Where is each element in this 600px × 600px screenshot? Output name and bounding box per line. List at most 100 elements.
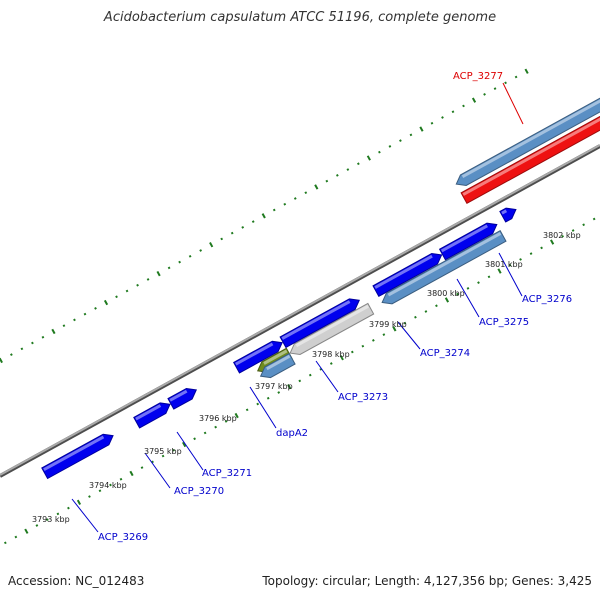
tick-inner — [414, 315, 417, 319]
tick-outer — [20, 347, 24, 351]
leader-ACP_3277 — [502, 82, 524, 125]
tick-outer — [251, 220, 255, 223]
tick-inner — [592, 217, 596, 221]
tick-outer — [283, 202, 287, 206]
gene-ACP_3273 — [289, 302, 375, 355]
kbp-label: 3793 kbp — [32, 515, 70, 524]
tick-inner — [466, 287, 470, 290]
tick-outer — [314, 184, 319, 190]
tick-outer — [357, 162, 360, 166]
tick-outer — [73, 318, 76, 322]
tick-inner — [109, 483, 112, 487]
tick-outer — [41, 335, 45, 339]
tick-inner — [67, 506, 70, 510]
tick-inner — [361, 344, 365, 348]
tick-outer — [514, 75, 518, 79]
gene-ACP_3271-highlight — [169, 389, 188, 402]
tick-outer — [115, 295, 118, 299]
gene-ACP_3277 — [460, 90, 600, 205]
tick-inner — [497, 268, 502, 274]
gene-ACP_3271 — [167, 387, 198, 410]
tick-outer — [471, 97, 477, 103]
tick-inner — [151, 460, 154, 464]
gene-label-ACP_3270: ACP_3270 — [174, 486, 224, 497]
tick-inner — [129, 470, 134, 477]
tick-outer — [136, 283, 139, 287]
label-leaders — [71, 82, 524, 533]
tick-inner — [477, 281, 480, 284]
gene-label-ACP_3273: ACP_3273 — [338, 392, 388, 403]
tick-outer — [241, 226, 245, 229]
gene-ACP_3274-body — [372, 253, 443, 298]
gene-ACP_3270-body — [133, 402, 171, 429]
backbone — [0, 144, 600, 476]
tick-outer — [409, 133, 413, 137]
tick-inner — [392, 326, 397, 332]
tick-inner — [435, 304, 438, 308]
tick-inner — [182, 441, 187, 448]
tick-outer — [378, 150, 381, 154]
tick-inner — [287, 384, 292, 390]
gene-ACP_3273-highlight — [295, 304, 369, 347]
tick-outer — [0, 357, 3, 364]
leader-ACP_3273 — [315, 360, 339, 393]
tick-outer — [178, 260, 181, 264]
tick-inner — [540, 246, 543, 250]
tick-inner — [529, 252, 533, 256]
tick-outer — [125, 289, 129, 293]
gene-ACP_3269-body — [41, 433, 114, 480]
tick-outer — [388, 145, 392, 148]
tick-inner — [329, 362, 333, 365]
kbp-label: 3797 kbp — [255, 382, 293, 391]
tick-inner — [371, 339, 375, 342]
gene-label-ACP_3277: ACP_3277 — [453, 71, 503, 82]
gene-dapA2-highlight — [263, 349, 288, 365]
tick-outer — [483, 93, 486, 96]
gene-label-dapA2: dapA2 — [276, 428, 308, 439]
tick-outer — [441, 116, 444, 119]
tick-inner — [298, 379, 302, 383]
tick-inner — [35, 524, 39, 527]
accession-label: Accession: NC_012483 — [8, 574, 145, 588]
tick-outer — [419, 126, 424, 132]
gene-label-ACP_3274: ACP_3274 — [420, 348, 470, 359]
gene-ACP_3269 — [41, 433, 114, 480]
tick-inner — [319, 367, 323, 371]
tick-inner — [214, 425, 217, 429]
gene-dapA2-strand — [259, 352, 296, 379]
map-title: Acidobacterium capsulatum ATCC 51196, co… — [103, 10, 497, 25]
tick-outer — [188, 254, 192, 258]
tick-outer — [325, 179, 329, 183]
gene-ACP_3277-highlight — [462, 92, 600, 196]
tick-inner — [234, 412, 239, 419]
tick-outer — [261, 213, 266, 219]
gene-label-ACP_3276: ACP_3276 — [522, 294, 572, 305]
tick-inner — [403, 321, 407, 325]
gene-ACP_3275b-highlight — [440, 224, 488, 253]
tick-inner — [508, 263, 512, 267]
gene-ACP_3271-body — [167, 387, 198, 410]
tick-inner — [424, 310, 428, 313]
tick-inner — [561, 234, 564, 238]
tick-inner — [277, 391, 281, 394]
tick-inner — [172, 448, 175, 452]
tick-inner — [582, 223, 586, 227]
gene-ACP_3273b-body — [279, 298, 360, 349]
tick-inner — [571, 229, 575, 232]
tick-inner — [3, 541, 7, 545]
tick-marks — [0, 68, 596, 545]
tick-inner — [382, 333, 386, 336]
kbp-labels: 3793 kbp 3794 kbp 3795 kbp 3796 kbp 3797 kbp… — [32, 231, 581, 524]
kbp-label: 3799 kbp — [369, 320, 407, 329]
gene-features — [41, 72, 600, 480]
gene-ACP_3269-highlight — [43, 435, 105, 472]
gene-ACP_3272-body — [233, 340, 283, 374]
leader-ACP_3271 — [176, 431, 204, 471]
tick-inner — [487, 275, 491, 279]
gene-ACP_3275-highlight — [387, 232, 502, 297]
tick-outer — [31, 341, 34, 345]
gene-label-ACP_3275: ACP_3275 — [479, 317, 529, 328]
tick-inner — [456, 292, 459, 296]
leader-ACP_3276 — [498, 252, 523, 297]
gene-labels: ACP_3269 ACP_3270 ACP_3271 dapA2 ACP_3273 ACP… — [98, 71, 572, 543]
